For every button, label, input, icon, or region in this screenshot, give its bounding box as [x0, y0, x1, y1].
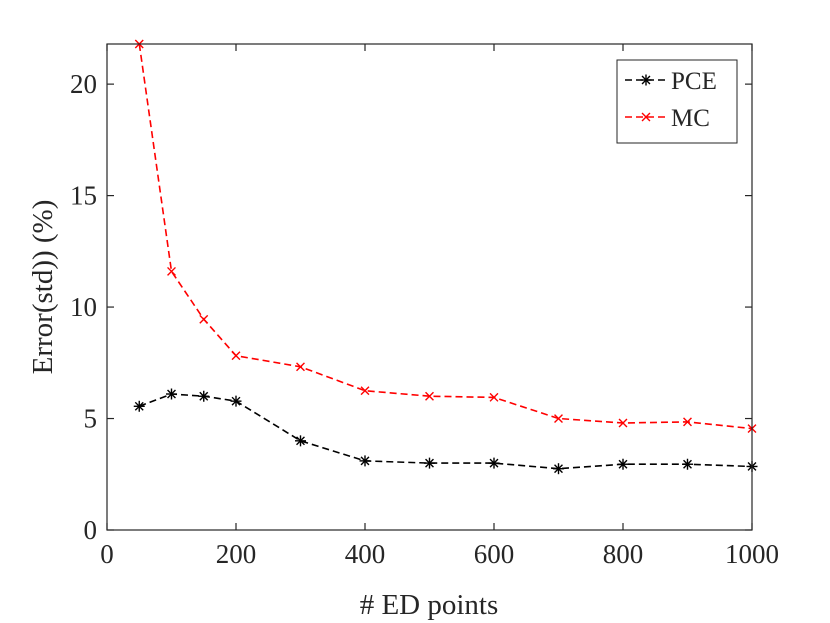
legend-box [616, 59, 738, 144]
data-point-mc-800 [618, 418, 628, 428]
marker-stroke [167, 266, 176, 276]
marker-stroke [296, 362, 305, 372]
data-point-mc-100 [167, 266, 176, 276]
axes-layer: 0 200 400 600 800 1000 0 5 10 15 20 [70, 43, 779, 569]
x-tick-label: 600 [474, 539, 515, 569]
data-point-pce-100 [166, 388, 177, 400]
x-tick-label: 200 [216, 539, 257, 569]
legend-marker-mc [641, 112, 651, 122]
legend-label-mc: MC [671, 105, 710, 132]
marker-stroke [489, 392, 499, 402]
axes-frame [106, 43, 753, 531]
marker-stroke [199, 314, 209, 324]
marker-stroke [425, 391, 434, 401]
x-tick-label: 800 [603, 539, 644, 569]
data-point-pce-150 [198, 390, 210, 402]
legend-entry-mc: MC [625, 105, 710, 132]
data-point-mc-200 [231, 351, 241, 361]
x-tick-label: 1000 [725, 539, 779, 569]
x-tick-label: 0 [100, 539, 114, 569]
data-point-mc-150 [199, 314, 209, 324]
y-tick-label: 0 [84, 515, 98, 545]
marker-stroke [231, 351, 241, 361]
legend-entry-pce: PCE [625, 68, 717, 95]
series-layer [133, 39, 758, 475]
marker-stroke [554, 414, 563, 423]
legend: PCE MC [616, 59, 738, 144]
y-axis-title: Error(std)) (%) [27, 200, 59, 375]
legend-marker-pce [640, 74, 652, 86]
series-pce [133, 388, 758, 475]
data-point-pce-200 [230, 395, 242, 407]
legend-label-pce: PCE [671, 68, 717, 95]
data-point-mc-600 [489, 392, 499, 402]
data-point-pce-50 [133, 400, 145, 412]
x-axis-title: # ED points [360, 589, 499, 621]
data-point-pce-400 [359, 455, 371, 467]
y-tick-label: 10 [70, 292, 97, 322]
data-point-mc-500 [425, 391, 434, 401]
marker-stroke [641, 112, 651, 122]
data-point-mc-400 [360, 386, 370, 396]
data-point-pce-500 [424, 457, 435, 469]
data-point-mc-900 [683, 417, 692, 427]
data-point-pce-300 [295, 435, 306, 447]
data-point-pce-600 [488, 457, 500, 469]
data-point-pce-700 [553, 463, 564, 475]
data-point-mc-300 [296, 362, 305, 372]
y-tick-label: 15 [70, 181, 97, 211]
y-tick-label: 20 [70, 69, 97, 99]
data-point-pce-800 [617, 458, 629, 470]
x-tick-label: 400 [345, 539, 386, 569]
y-tick-label: 5 [84, 404, 98, 434]
series-mc [134, 39, 757, 434]
data-point-pce-900 [682, 458, 693, 470]
marker-stroke [618, 418, 628, 428]
series-line-mc [138, 43, 753, 430]
marker-stroke [360, 386, 370, 396]
marker-stroke [683, 417, 692, 427]
data-point-mc-700 [554, 414, 563, 423]
